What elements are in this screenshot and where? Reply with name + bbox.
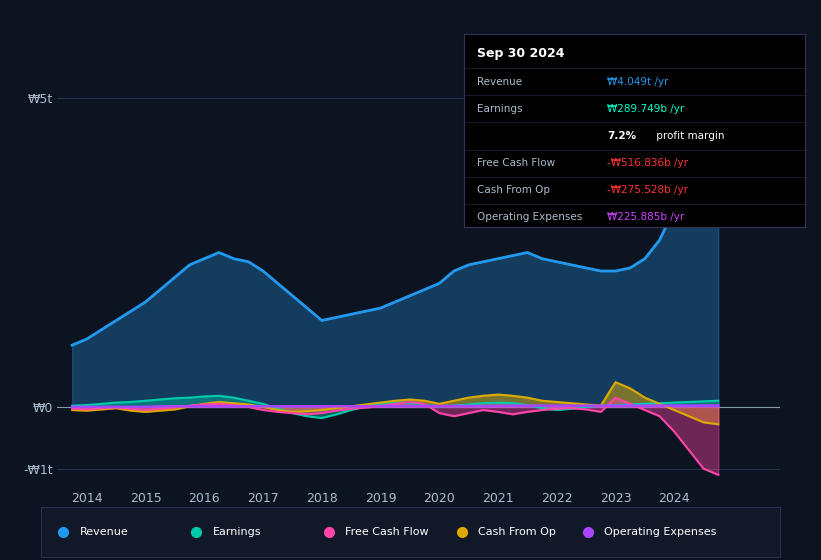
Text: Cash From Op: Cash From Op [478, 185, 551, 195]
Text: ₩4.049t /yr: ₩4.049t /yr [607, 77, 668, 87]
Text: Cash From Op: Cash From Op [479, 527, 557, 537]
Text: -₩516.836b /yr: -₩516.836b /yr [607, 158, 688, 168]
Text: Earnings: Earnings [213, 527, 261, 537]
Text: Operating Expenses: Operating Expenses [604, 527, 717, 537]
Text: 7.2%: 7.2% [607, 131, 636, 141]
Text: Free Cash Flow: Free Cash Flow [346, 527, 429, 537]
Text: Operating Expenses: Operating Expenses [478, 212, 583, 222]
Text: Free Cash Flow: Free Cash Flow [478, 158, 556, 168]
Text: Revenue: Revenue [478, 77, 523, 87]
Text: Revenue: Revenue [80, 527, 128, 537]
Text: profit margin: profit margin [653, 131, 724, 141]
Text: -₩275.528b /yr: -₩275.528b /yr [607, 185, 688, 195]
Text: Earnings: Earnings [478, 104, 523, 114]
Text: ₩289.749b /yr: ₩289.749b /yr [607, 104, 684, 114]
Text: ₩225.885b /yr: ₩225.885b /yr [607, 212, 684, 222]
Text: Sep 30 2024: Sep 30 2024 [478, 47, 565, 60]
